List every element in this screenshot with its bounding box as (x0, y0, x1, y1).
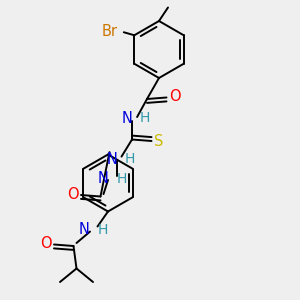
Text: O: O (40, 236, 52, 251)
Text: N: N (97, 171, 108, 186)
Text: H: H (140, 112, 150, 125)
Text: H: H (124, 152, 135, 166)
Text: O: O (169, 89, 181, 104)
Text: N: N (106, 152, 117, 166)
Text: O: O (67, 187, 79, 202)
Text: S: S (154, 134, 163, 148)
Text: N: N (79, 222, 90, 237)
Text: Br: Br (102, 24, 118, 39)
Text: H: H (98, 223, 109, 236)
Text: N: N (121, 111, 132, 126)
Text: H: H (117, 172, 128, 185)
